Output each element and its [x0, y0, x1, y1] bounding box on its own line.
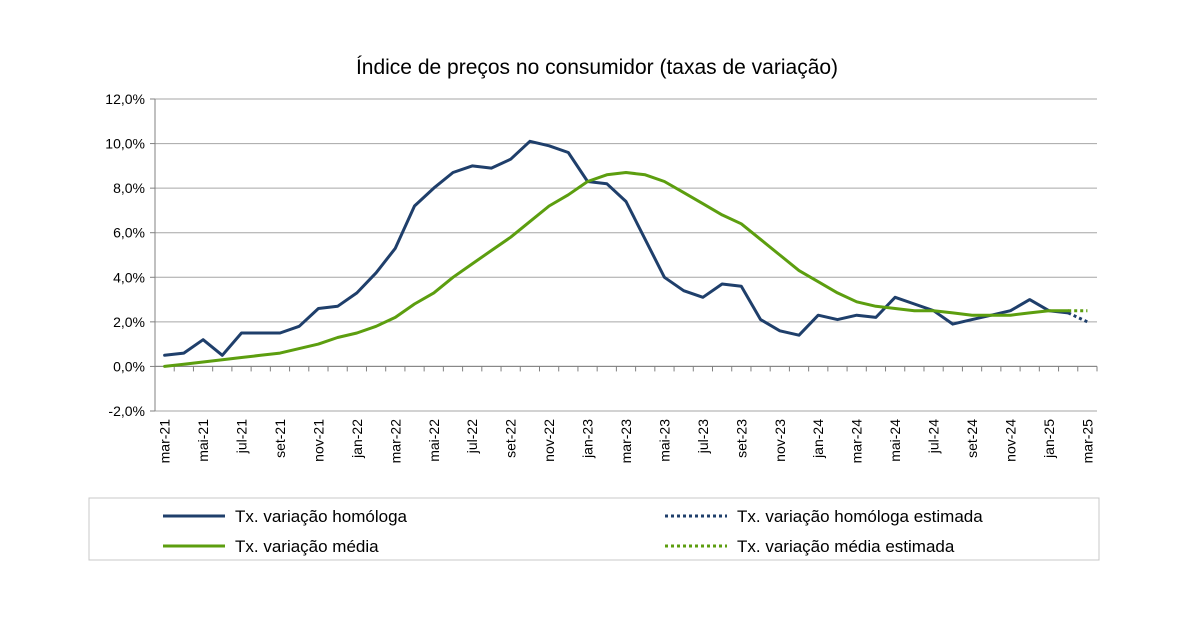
gridlines [155, 98, 1097, 412]
plot-lines [163, 139, 1089, 368]
x-tick-label: jul-21 [234, 419, 250, 454]
y-tick-label: -2,0% [108, 403, 145, 419]
series-line-2 [1067, 311, 1089, 324]
y-tick-label: 6,0% [113, 225, 145, 241]
x-tick-label: nov-23 [772, 419, 788, 462]
legend-label-1: Tx. variação média [235, 537, 379, 556]
y-tick-label: 10,0% [105, 136, 145, 152]
legend: Tx. variação homóloga Tx. variação média T… [163, 507, 983, 556]
legend-label-3: Tx. variação média estimada [737, 537, 955, 556]
y-tick-label: 2,0% [113, 314, 145, 330]
x-tick-label: nov-22 [541, 419, 557, 462]
legend-box [88, 497, 1100, 561]
x-tick-label: mai-22 [426, 419, 442, 462]
x-tick-label: mai-23 [656, 419, 672, 462]
x-tick-label: set-22 [503, 419, 519, 458]
x-tick-label: jul-24 [926, 419, 942, 454]
y-tick-label: 8,0% [113, 180, 145, 196]
series-line-1 [163, 171, 1070, 368]
x-axis: mar-21 mai-21 jul-21 set-21 nov-21 jan-22 mar-… [154, 366, 1098, 464]
x-tick-label: nov-21 [310, 419, 326, 462]
x-tick-label: jan-23 [580, 419, 596, 459]
legend-label-2: Tx. variação homóloga estimada [737, 507, 983, 526]
x-tick-label: mar-23 [618, 419, 634, 464]
x-tick-label: nov-24 [1002, 419, 1018, 462]
x-tick-label: mar-25 [1079, 419, 1095, 464]
legend-label-0: Tx. variação homóloga [235, 507, 408, 526]
x-tick-label: set-21 [272, 419, 288, 458]
x-tick-label: mai-24 [887, 419, 903, 462]
x-tick-label: mar-22 [387, 419, 403, 464]
x-tick-label: set-23 [733, 419, 749, 458]
x-tick-label: jul-23 [695, 419, 711, 454]
x-tick-label: set-24 [964, 419, 980, 458]
x-tick-label: jan-24 [810, 419, 826, 459]
chart-title: Índice de preços no consumidor (taxas de… [356, 56, 838, 79]
y-tick-label: 4,0% [113, 269, 145, 285]
x-tick-label: jul-22 [464, 419, 480, 454]
x-tick-label: mar-21 [157, 419, 173, 464]
x-tick-label: mar-24 [849, 419, 865, 464]
y-tick-label: 0,0% [113, 358, 145, 374]
x-tick-label: jan-22 [349, 419, 365, 459]
x-tick-label: jan-25 [1041, 419, 1057, 459]
x-tick-label: mai-21 [195, 419, 211, 462]
y-tick-label: 12,0% [105, 91, 145, 107]
y-axis: -2,0% 0,0% 2,0% 4,0% 6,0% 8,0% 10,0% 12,0% [105, 91, 1097, 419]
series-line-0 [163, 139, 1070, 357]
